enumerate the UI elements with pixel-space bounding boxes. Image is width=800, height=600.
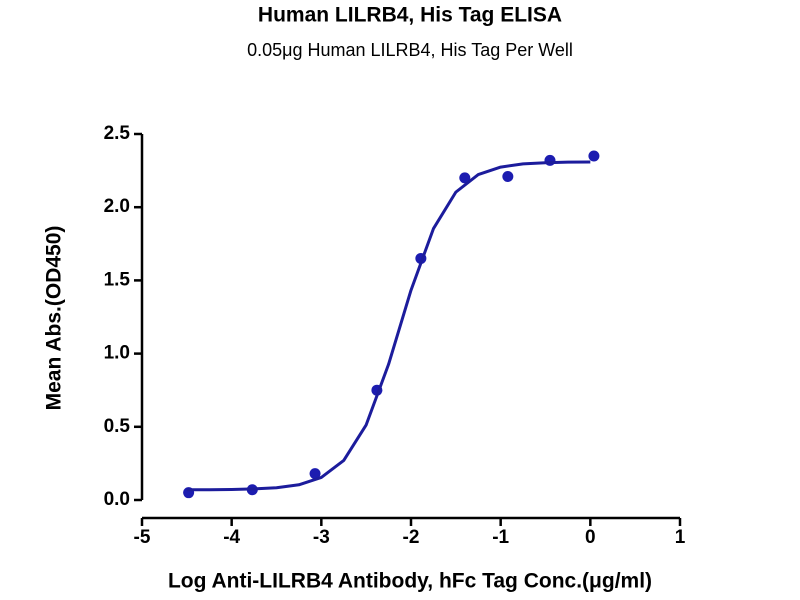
data-point — [459, 172, 471, 184]
y-tick-label: 2.0 — [104, 196, 130, 217]
x-tick-label: 0 — [585, 527, 596, 548]
y-tick-label: 0.5 — [104, 416, 131, 437]
x-tick-label: -4 — [223, 527, 240, 548]
data-point — [588, 150, 600, 162]
y-tick-label: 0.0 — [104, 489, 130, 510]
y-tick-label: 1.0 — [104, 343, 130, 364]
chart-title: Human LILRB4, His Tag ELISA — [258, 4, 562, 27]
y-tick-label: 2.5 — [104, 123, 131, 144]
x-tick-label: -2 — [403, 527, 420, 548]
y-tick-label: 1.5 — [104, 269, 131, 290]
x-tick-label: -5 — [134, 527, 151, 548]
x-tick-label: -3 — [313, 527, 330, 548]
x-tick-label: -1 — [492, 527, 509, 548]
data-point — [502, 170, 514, 182]
fit-curve — [186, 160, 591, 492]
x-axis-label: Log Anti-LILRB4 Antibody, hFc Tag Conc.(… — [168, 570, 652, 593]
data-point — [309, 468, 321, 480]
x-tick-label: 1 — [675, 527, 686, 548]
y-axis-label: Mean Abs.(OD450) — [43, 226, 66, 411]
chart-subtitle: 0.05μg Human LILRB4, His Tag Per Well — [247, 40, 573, 60]
data-point — [544, 154, 556, 166]
